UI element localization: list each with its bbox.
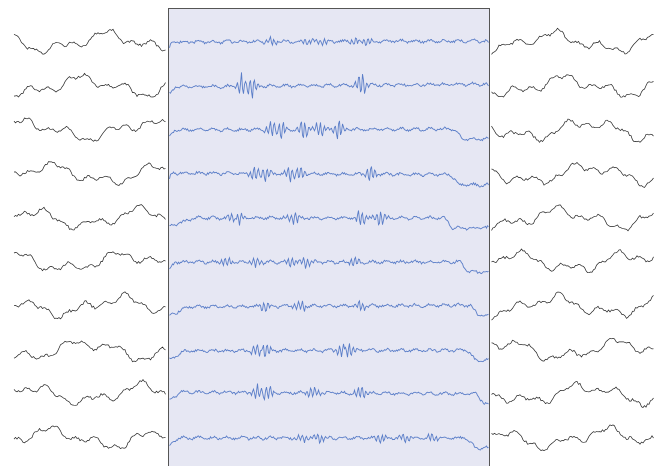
channel-4-right-trace bbox=[491, 162, 654, 188]
channel-9-right-trace bbox=[491, 380, 654, 408]
channel-6-left-trace bbox=[13, 251, 166, 272]
channel-2-left-trace bbox=[13, 72, 166, 98]
channel-10-highlighted-trace bbox=[169, 432, 489, 451]
channel-1-right-trace bbox=[491, 27, 654, 55]
highlighted-segment[interactable] bbox=[168, 8, 490, 466]
channel-6-highlighted-trace bbox=[169, 256, 489, 275]
channel-10-left-trace bbox=[13, 425, 166, 450]
channel-9-highlighted-trace bbox=[169, 383, 489, 405]
channel-5-left-trace bbox=[13, 204, 166, 231]
channel-8-highlighted-trace bbox=[169, 343, 489, 363]
channel-7-left-trace bbox=[13, 291, 166, 320]
channel-1-left-trace bbox=[13, 28, 166, 55]
channel-2-right-trace bbox=[491, 74, 654, 98]
channel-4-highlighted-trace bbox=[169, 166, 489, 188]
channel-5-highlighted-trace bbox=[169, 210, 489, 231]
channel-3-highlighted-trace bbox=[169, 120, 489, 142]
channel-7-right-trace bbox=[491, 291, 654, 321]
channel-2-highlighted-trace bbox=[169, 72, 489, 99]
channel-9-left-trace bbox=[13, 379, 166, 406]
channel-3-right-trace bbox=[491, 118, 654, 143]
channel-1-highlighted-trace bbox=[169, 35, 489, 48]
channel-4-left-trace bbox=[13, 161, 166, 186]
channel-6-right-trace bbox=[491, 248, 654, 274]
channel-3-left-trace bbox=[13, 117, 166, 142]
channel-5-right-trace bbox=[491, 204, 654, 232]
channel-7-highlighted-trace bbox=[169, 299, 489, 317]
channel-10-right-trace bbox=[491, 424, 654, 452]
channel-8-left-trace bbox=[13, 340, 166, 363]
channel-8-right-trace bbox=[491, 338, 654, 362]
eeg-channel-traces bbox=[13, 27, 654, 452]
